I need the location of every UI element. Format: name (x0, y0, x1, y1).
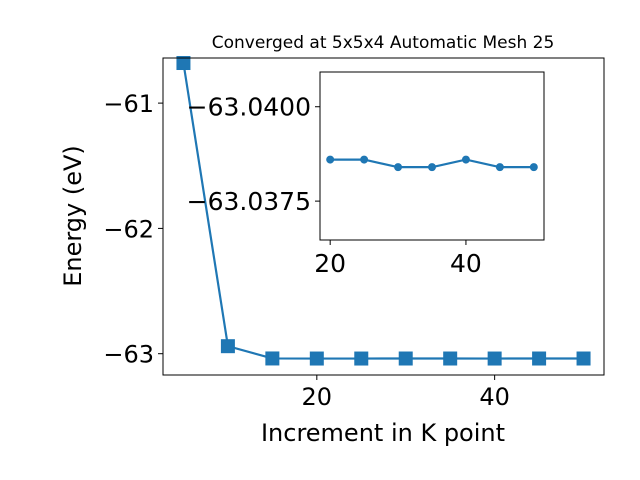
inset-y-tick-label: −63.0400 (187, 93, 311, 122)
main-x-tick-label: 40 (479, 383, 510, 411)
main-data-point (309, 351, 324, 366)
main-y-tick-label: −61 (103, 90, 154, 118)
main-data-point (265, 351, 280, 366)
main-y-tick-label: −62 (103, 215, 154, 243)
main-plot: 20 40 −63 −62 −61 (103, 56, 605, 411)
main-x-tick-label: 20 (302, 383, 333, 411)
inset-y-tick-label: −63.0375 (187, 187, 311, 216)
main-data-point (576, 351, 591, 366)
inset-data-point (428, 163, 436, 172)
main-data-point (220, 339, 235, 354)
main-series-line (182, 62, 584, 360)
inset-plot: 20 40 −63.0375 −63.0400 (187, 71, 545, 278)
inset-data-point (360, 155, 369, 164)
main-y-tick-label: −63 (103, 341, 154, 369)
main-data-point (487, 351, 502, 366)
inset-data-point (495, 163, 504, 172)
chart-title: Converged at 5x5x4 Automatic Mesh 25 (212, 33, 555, 53)
y-axis-label: Energy (eV) (59, 145, 87, 287)
x-axis-label: Increment in K point (261, 419, 505, 447)
main-data-point (176, 56, 191, 71)
inset-plot-frame (319, 71, 545, 241)
inset-data-point (529, 163, 538, 172)
inset-x-tick-label: 40 (450, 249, 482, 278)
inset-data-point (394, 163, 403, 172)
main-data-point (532, 351, 547, 366)
main-data-point (443, 351, 458, 366)
inset-data-point (326, 155, 335, 164)
main-data-point (398, 351, 413, 366)
main-data-point (354, 351, 369, 366)
inset-data-point (461, 155, 470, 164)
inset-x-tick-label: 20 (314, 249, 346, 278)
main-plot-frame (162, 57, 605, 376)
